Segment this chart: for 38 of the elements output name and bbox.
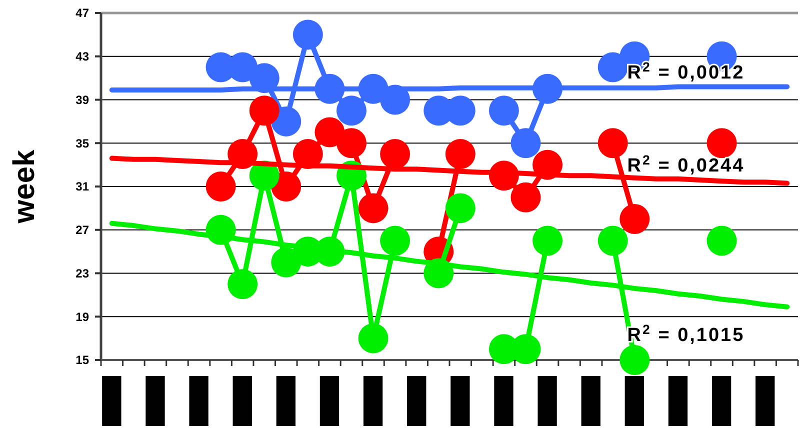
point bbox=[620, 345, 650, 375]
point bbox=[620, 204, 650, 234]
point bbox=[380, 138, 410, 169]
point bbox=[206, 172, 236, 202]
point bbox=[445, 138, 476, 169]
y-tick-label: 47 bbox=[76, 6, 90, 20]
y-tick-label: 15 bbox=[76, 353, 90, 368]
y-tick-label: 35 bbox=[76, 136, 90, 150]
point bbox=[228, 269, 258, 300]
point bbox=[488, 96, 519, 126]
point bbox=[706, 226, 737, 256]
annotation: R$^{2}$ = 0,0244 bbox=[627, 152, 745, 177]
point bbox=[271, 172, 302, 202]
point bbox=[706, 128, 737, 158]
point bbox=[271, 106, 302, 136]
point bbox=[532, 226, 563, 256]
point bbox=[598, 52, 628, 82]
point bbox=[380, 226, 410, 256]
point bbox=[598, 128, 628, 158]
point bbox=[510, 182, 541, 212]
y-tick-label: 27 bbox=[76, 223, 90, 238]
point bbox=[336, 128, 366, 158]
y-tick-label: 23 bbox=[76, 266, 90, 280]
point bbox=[510, 128, 541, 158]
point bbox=[292, 20, 323, 50]
point bbox=[336, 96, 366, 126]
y-tick-label: 43 bbox=[76, 50, 90, 64]
y-tick-label: 19 bbox=[76, 310, 90, 324]
point bbox=[249, 96, 280, 126]
point bbox=[598, 226, 628, 256]
point bbox=[271, 247, 302, 278]
y-tick-label: 31 bbox=[76, 180, 90, 194]
point bbox=[358, 193, 388, 224]
point bbox=[358, 323, 388, 354]
point bbox=[445, 193, 476, 224]
y-tick-label: 39 bbox=[76, 92, 90, 107]
point bbox=[314, 117, 345, 148]
y-axis-title: week bbox=[8, 149, 41, 224]
